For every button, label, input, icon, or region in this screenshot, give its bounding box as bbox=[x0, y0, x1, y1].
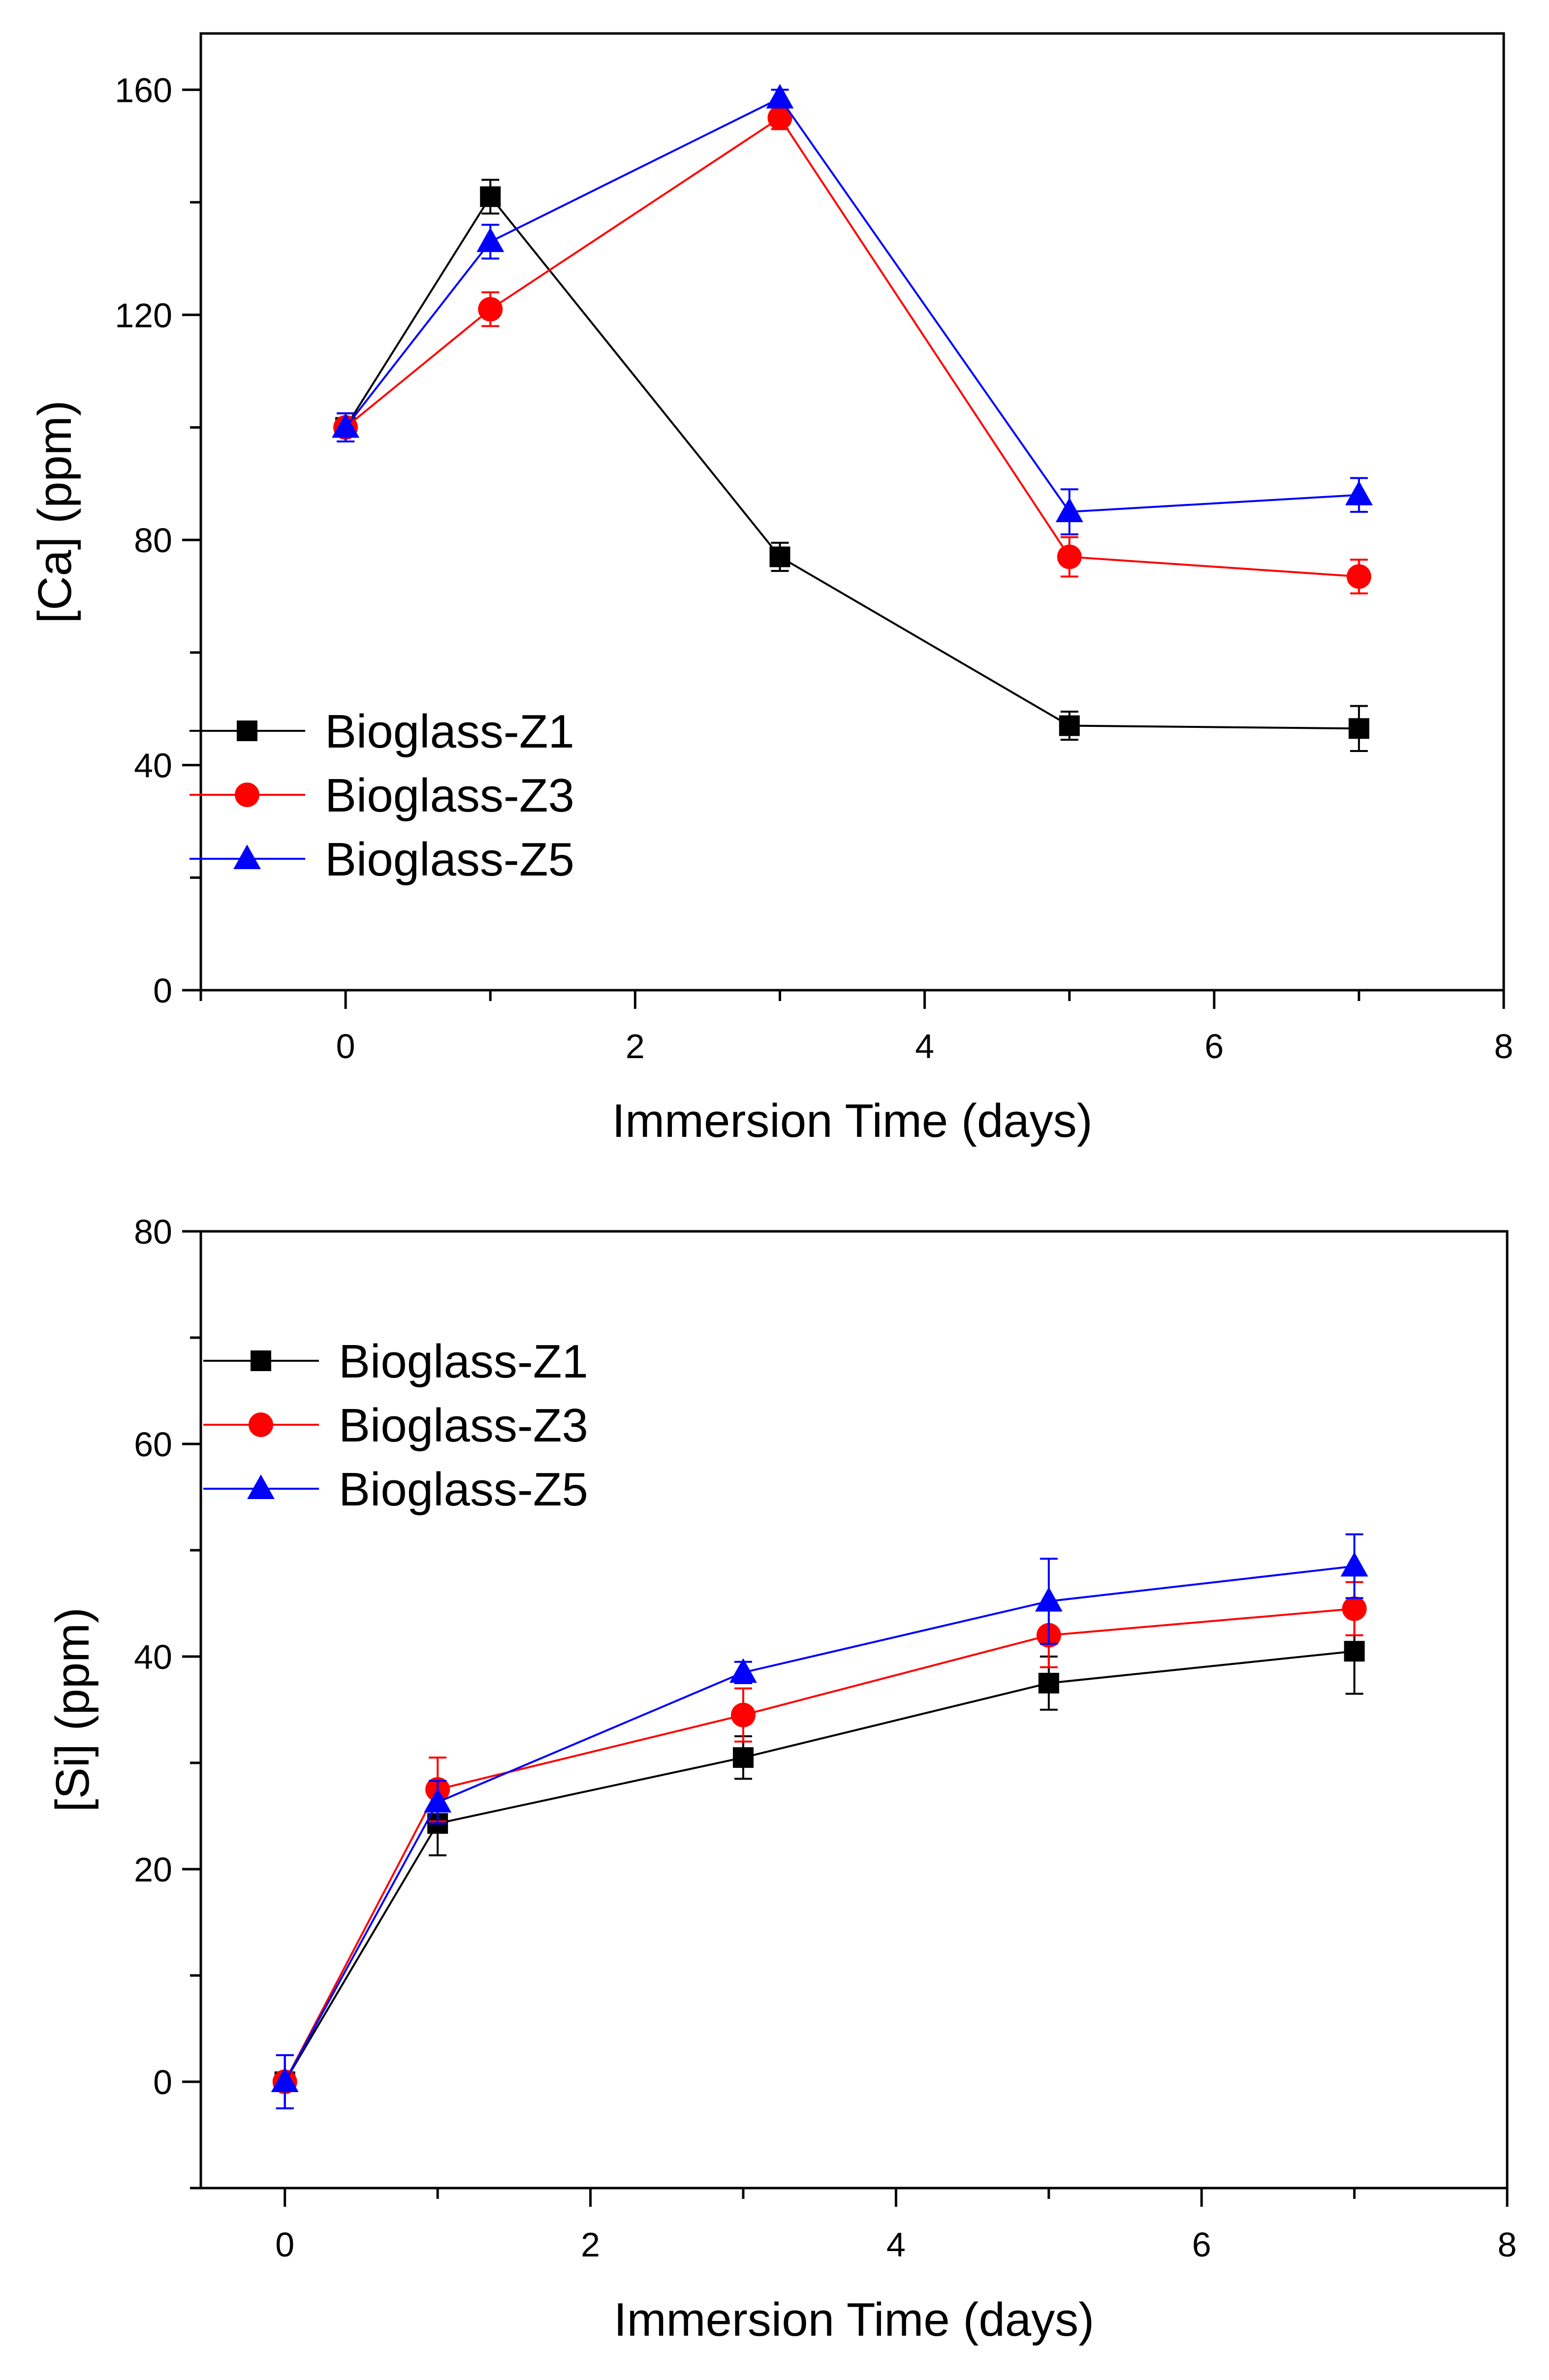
series-line bbox=[284, 1650, 1355, 2083]
data-point bbox=[1059, 715, 1080, 736]
series-bioglass-z1 bbox=[274, 1607, 1365, 2109]
y-tick-label: 160 bbox=[115, 71, 172, 109]
x-tick-label: 4 bbox=[886, 2225, 906, 2264]
series-line bbox=[284, 1607, 1355, 2082]
data-point bbox=[332, 413, 360, 438]
data-point bbox=[271, 2067, 299, 2092]
x-tick-label: 0 bbox=[336, 1027, 355, 1065]
x-tick-label: 4 bbox=[915, 1027, 934, 1065]
data-point bbox=[1346, 564, 1371, 589]
x-axis-title: Immersion Time (days) bbox=[612, 1095, 1092, 1147]
legend-marker bbox=[235, 783, 259, 807]
data-point bbox=[766, 84, 794, 109]
data-point bbox=[767, 105, 792, 130]
legend-label: Bioglass-Z3 bbox=[339, 1399, 588, 1452]
plot-frame bbox=[199, 32, 1505, 992]
legend: Bioglass-Z1 Bioglass-Z3 Bioglass-Z5 bbox=[190, 705, 574, 886]
legend-label: Bioglass-Z3 bbox=[325, 769, 574, 822]
data-point bbox=[729, 1658, 757, 1683]
data-point bbox=[1344, 1641, 1365, 1662]
y-axis-title: [Ca] (ppm) bbox=[29, 400, 81, 623]
data-point bbox=[1035, 1587, 1063, 1612]
y-tick-label: 40 bbox=[134, 747, 172, 785]
x-tick-label: 6 bbox=[1204, 1027, 1224, 1065]
series-bioglass-z3 bbox=[333, 105, 1371, 595]
data-point bbox=[1038, 1673, 1059, 1693]
x-tick-label: 0 bbox=[275, 2225, 294, 2264]
legend-marker bbox=[251, 1350, 271, 1371]
legend-marker bbox=[247, 1474, 275, 1499]
x-axis-title: Immersion Time (days) bbox=[614, 2293, 1094, 2346]
x-tick-label: 8 bbox=[1494, 1027, 1514, 1065]
y-tick-label: 120 bbox=[115, 296, 172, 335]
x-tick-label: 2 bbox=[626, 1027, 645, 1065]
y-tick-label: 0 bbox=[153, 2063, 172, 2101]
legend-marker bbox=[233, 845, 261, 869]
legend-marker bbox=[249, 1412, 273, 1437]
y-tick-label: 0 bbox=[153, 971, 172, 1010]
data-point bbox=[424, 1787, 452, 1813]
legend-label: Bioglass-Z1 bbox=[339, 1335, 588, 1388]
legend-marker bbox=[237, 720, 257, 741]
data-point bbox=[478, 297, 503, 322]
y-tick-label: 40 bbox=[134, 1638, 172, 1676]
series-bioglass-z1 bbox=[335, 179, 1369, 752]
x-tick-label: 2 bbox=[581, 2225, 600, 2264]
data-point bbox=[476, 227, 505, 252]
x-tick-label: 8 bbox=[1498, 2225, 1517, 2264]
series-bioglass-z5 bbox=[271, 1533, 1368, 2109]
y-tick-label: 80 bbox=[134, 1213, 172, 1251]
series-line bbox=[345, 195, 1359, 730]
y-tick-label: 20 bbox=[134, 1850, 172, 1889]
legend-label: Bioglass-Z5 bbox=[339, 1463, 588, 1516]
data-point bbox=[1345, 480, 1373, 505]
legend-label: Bioglass-Z1 bbox=[325, 705, 574, 758]
legend: Bioglass-Z1 Bioglass-Z3 Bioglass-Z5 bbox=[203, 1335, 588, 1516]
y-axis-title: [Si] (ppm) bbox=[46, 1607, 99, 1812]
data-point bbox=[769, 546, 790, 567]
y-tick-label: 60 bbox=[134, 1425, 172, 1464]
x-tick-label: 6 bbox=[1192, 2225, 1211, 2264]
data-point bbox=[1057, 544, 1082, 569]
data-point bbox=[1340, 1552, 1368, 1577]
data-point bbox=[730, 1702, 756, 1727]
data-point bbox=[1055, 498, 1083, 522]
data-point bbox=[732, 1747, 754, 1768]
data-point bbox=[480, 186, 501, 207]
legend-label: Bioglass-Z5 bbox=[325, 833, 574, 886]
plot-frame bbox=[199, 1230, 1509, 2190]
y-tick-label: 80 bbox=[134, 521, 172, 560]
data-point bbox=[1348, 718, 1369, 739]
series-bioglass-z5 bbox=[332, 84, 1373, 535]
data-point bbox=[1342, 1596, 1367, 1621]
